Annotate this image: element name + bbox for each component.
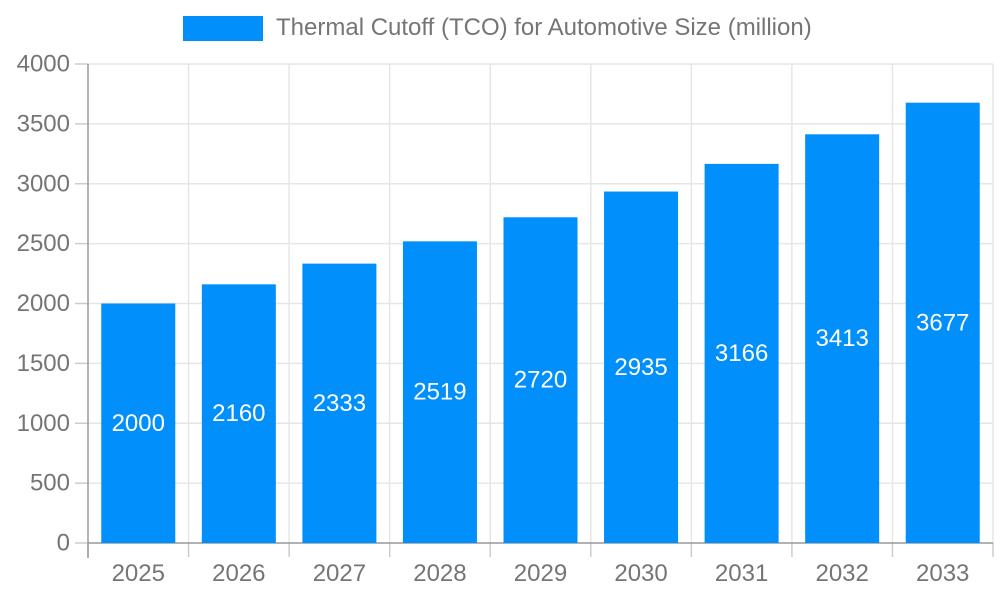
bar-value-label: 2935 <box>614 354 667 381</box>
x-axis-label: 2033 <box>916 560 969 587</box>
bar-2026[interactable] <box>201 284 276 543</box>
y-axis-label: 3500 <box>17 110 70 137</box>
y-axis-label: 500 <box>30 470 70 497</box>
legend-swatch-icon <box>183 15 263 41</box>
bar-value-label: 3677 <box>916 309 969 336</box>
x-axis-label: 2030 <box>614 560 667 587</box>
x-axis-label: 2026 <box>212 560 265 587</box>
bar-2029[interactable] <box>503 217 578 543</box>
bar-value-label: 2000 <box>112 410 165 437</box>
y-axis-label: 3000 <box>17 170 70 197</box>
bar-2028[interactable] <box>402 241 477 544</box>
x-axis-label: 2031 <box>715 560 768 587</box>
bar-value-label: 2333 <box>313 390 366 417</box>
bar-2031[interactable] <box>704 163 779 543</box>
x-axis-label: 2025 <box>112 560 165 587</box>
x-axis-label: 2029 <box>514 560 567 587</box>
bar-value-label: 2160 <box>212 400 265 427</box>
y-axis-label: 1000 <box>17 410 70 437</box>
bar-2030[interactable] <box>604 191 679 543</box>
legend-label: Thermal Cutoff (TCO) for Automotive Size… <box>276 14 812 41</box>
bar-value-label: 2519 <box>413 379 466 406</box>
y-axis-label: 0 <box>57 530 70 557</box>
bar-value-label: 2720 <box>514 367 567 394</box>
y-axis-label: 2000 <box>17 290 70 317</box>
x-axis-label: 2027 <box>313 560 366 587</box>
bar-value-label: 3166 <box>715 340 768 367</box>
y-axis-label: 4000 <box>17 51 70 78</box>
bar-2025[interactable] <box>101 303 176 544</box>
bar-2027[interactable] <box>302 263 377 543</box>
y-axis-label: 1500 <box>17 350 70 377</box>
x-axis-label: 2032 <box>815 560 868 587</box>
bar-value-label: 3413 <box>815 325 868 352</box>
bar-2033[interactable] <box>905 102 980 543</box>
bar-2032[interactable] <box>805 134 880 543</box>
y-axis-label: 2500 <box>17 230 70 257</box>
x-axis-label: 2028 <box>413 560 466 587</box>
legend-item[interactable]: Thermal Cutoff (TCO) for Automotive Size… <box>183 14 812 42</box>
